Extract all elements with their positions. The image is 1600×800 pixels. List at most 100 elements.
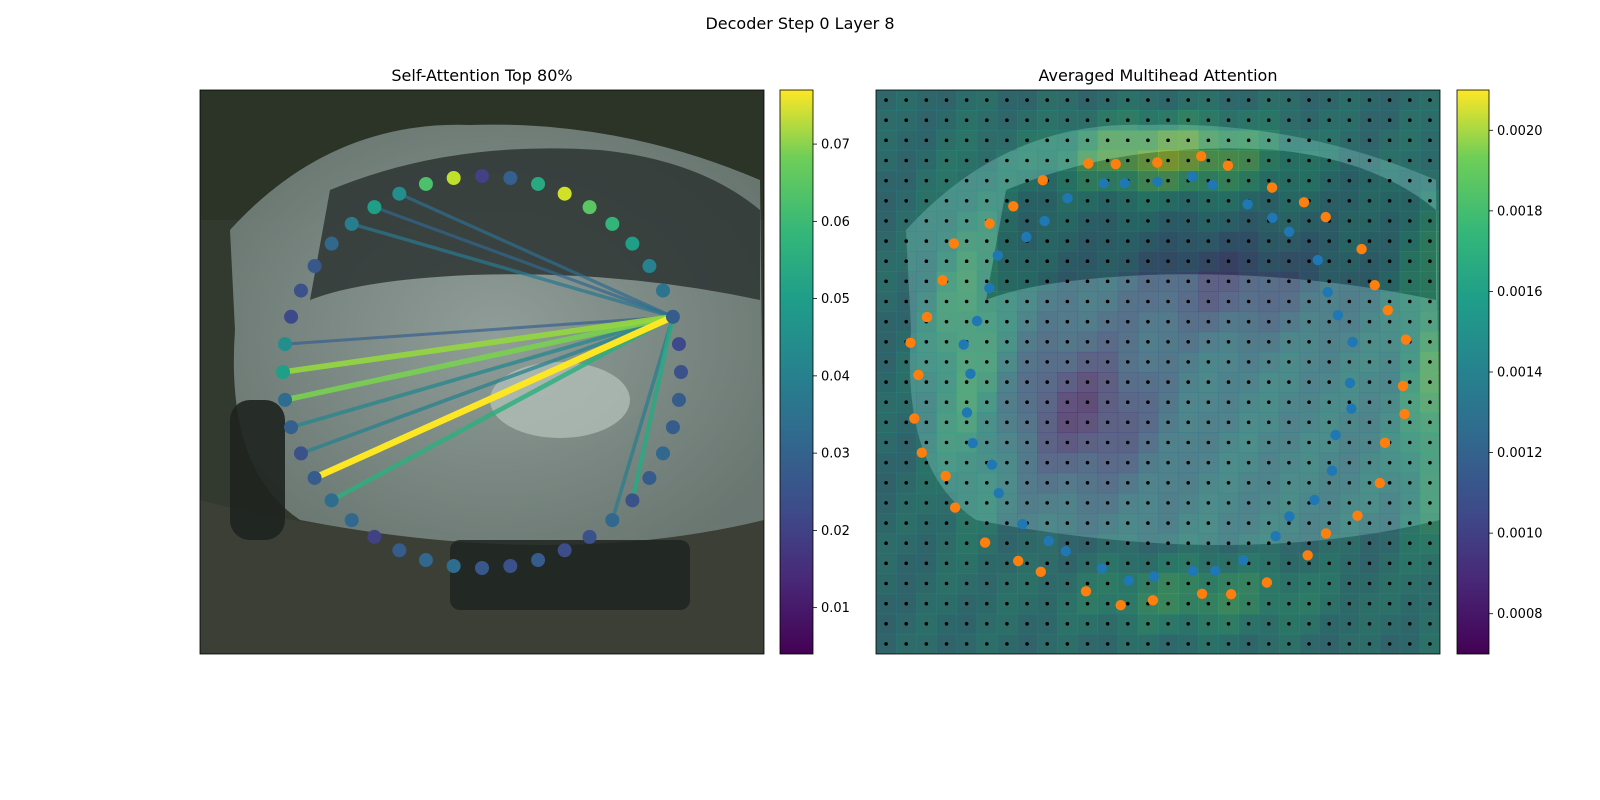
grid-dot	[1206, 279, 1211, 284]
contour-point	[1225, 589, 1237, 600]
grid-dot	[1146, 420, 1150, 425]
contour-point	[1060, 546, 1072, 557]
grid-dot	[1287, 219, 1291, 223]
grid-dot	[1125, 521, 1130, 525]
grid-dot	[1246, 380, 1251, 384]
grid-dot	[1045, 118, 1050, 123]
grid-dot	[1407, 561, 1412, 566]
contour-point	[905, 337, 916, 348]
grid-dot	[1186, 642, 1191, 646]
grid-dot	[924, 178, 929, 183]
grid-dot	[1226, 178, 1231, 183]
grid-dot	[1246, 400, 1251, 405]
grid-dot	[984, 420, 989, 425]
contour-point	[1332, 310, 1344, 321]
grid-dot	[1266, 541, 1271, 546]
attention-node	[344, 216, 359, 231]
grid-dot	[984, 138, 989, 143]
grid-dot	[1347, 440, 1352, 445]
grid-dot	[1025, 541, 1029, 546]
grid-dot	[1407, 259, 1412, 264]
colorbar-tick-label: 0.05	[821, 292, 850, 307]
grid-dot	[1045, 601, 1050, 606]
colorbar-tick-label: 0.01	[821, 601, 850, 616]
grid-dot	[1045, 521, 1050, 525]
grid-dot	[1246, 480, 1251, 485]
grid-dot	[924, 259, 929, 264]
grid-dot	[1287, 198, 1291, 203]
grid-dot	[1186, 521, 1191, 525]
grid-dot	[884, 178, 888, 183]
grid-dot	[1186, 98, 1191, 102]
grid-dot	[1186, 460, 1191, 465]
grid-dot	[984, 299, 989, 304]
grid-dot	[1387, 541, 1392, 546]
attention-node	[284, 309, 299, 324]
grid-dot	[1125, 118, 1130, 123]
attention-node	[531, 553, 546, 568]
grid-dot	[1166, 239, 1170, 243]
grid-dot	[1367, 319, 1372, 324]
grid-dot	[1327, 299, 1332, 304]
attention-node	[284, 420, 299, 435]
grid-dot	[1166, 380, 1170, 384]
grid-dot	[1025, 118, 1029, 123]
grid-dot	[1367, 279, 1372, 284]
grid-dot	[1387, 621, 1392, 626]
grid-dot	[1246, 541, 1251, 546]
grid-dot	[1186, 360, 1191, 364]
averaged-attention-panel: Averaged Multihead Attention	[875, 66, 1441, 655]
grid-dot	[1186, 501, 1191, 505]
grid-dot	[964, 420, 969, 425]
grid-dot	[984, 440, 989, 445]
grid-dot	[1387, 400, 1392, 405]
grid-dot	[944, 642, 949, 646]
grid-dot	[904, 239, 909, 243]
grid-dot	[1307, 219, 1311, 223]
grid-dot	[1347, 460, 1352, 465]
grid-dot	[1206, 299, 1211, 304]
grid-dot	[1105, 138, 1110, 143]
grid-dot	[1266, 642, 1271, 646]
grid-dot	[964, 219, 969, 223]
grid-dot	[1367, 561, 1372, 566]
grid-dot	[1045, 360, 1050, 364]
grid-dot	[1387, 360, 1392, 364]
grid-dot	[1226, 219, 1231, 223]
attention-node	[531, 176, 546, 191]
grid-dot	[1065, 259, 1070, 264]
grid-dot	[1307, 118, 1311, 123]
grid-dot	[884, 420, 888, 425]
grid-dot	[964, 198, 969, 203]
grid-dot	[1125, 319, 1130, 324]
attention-edge	[398, 192, 674, 319]
grid-dot	[1407, 440, 1412, 445]
grid-dot	[1327, 118, 1332, 123]
grid-dot	[1246, 339, 1251, 344]
grid-dot	[884, 239, 888, 243]
attention-node	[503, 170, 518, 185]
grid-dot	[924, 400, 929, 405]
grid-dot	[1005, 219, 1009, 223]
attention-node	[307, 470, 322, 485]
grid-dot	[924, 299, 929, 304]
grid-dot	[1105, 541, 1110, 546]
contour-points	[905, 151, 1412, 611]
grid-dot	[1125, 198, 1130, 203]
grid-dot	[1186, 319, 1191, 324]
grid-dot	[1407, 319, 1412, 324]
grid-dot	[1266, 621, 1271, 626]
grid-dot	[1125, 259, 1130, 264]
grid-dot	[1085, 138, 1090, 143]
grid-dot	[1105, 480, 1110, 485]
contour-point	[913, 369, 924, 381]
grid-dot	[1125, 279, 1130, 284]
grid-dot	[1146, 460, 1150, 465]
grid-dot	[1327, 561, 1332, 566]
contour-point	[1298, 197, 1310, 208]
grid-dot	[1045, 460, 1050, 465]
grid-dot	[964, 601, 969, 606]
grid-dot	[904, 460, 909, 465]
grid-dot	[1327, 239, 1332, 243]
grid-dot	[1428, 380, 1432, 384]
